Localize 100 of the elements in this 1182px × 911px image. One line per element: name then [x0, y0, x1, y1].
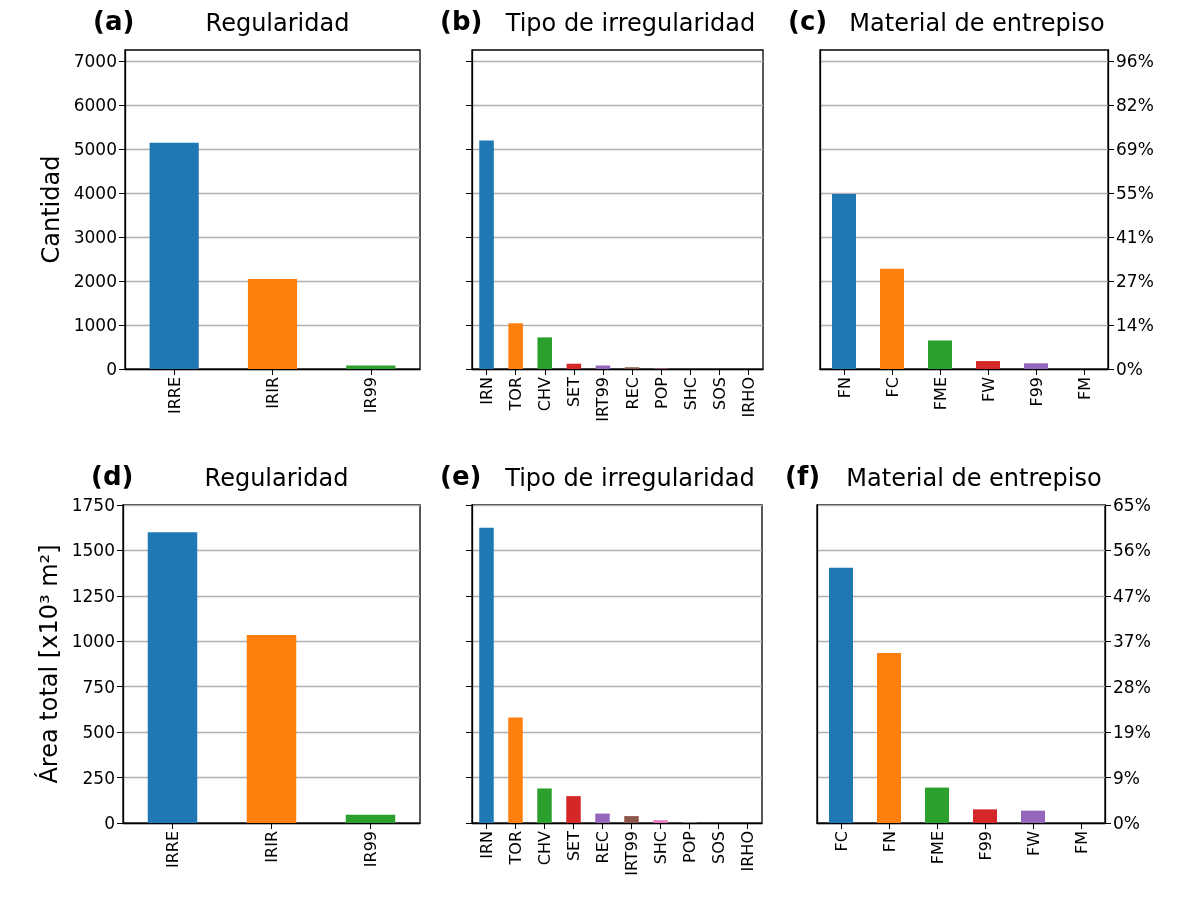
- x-tick-label: FM: [1071, 831, 1091, 855]
- y2-tick-label: 27%: [1116, 271, 1154, 292]
- y-tick-label: 2000: [73, 271, 117, 292]
- x-tick-label: F99: [975, 831, 995, 861]
- y-tick-label: 0: [104, 813, 115, 833]
- y2-tick-label: 0%: [1116, 359, 1143, 379]
- bar: [247, 278, 298, 369]
- x-tick-label: IRN: [477, 377, 497, 405]
- bar: [566, 796, 581, 823]
- bar: [973, 809, 997, 823]
- chart-title: Tipo de irregularidad: [504, 464, 755, 492]
- y-tick-label: 7000: [73, 51, 117, 72]
- x-tick-label: FW: [978, 376, 998, 403]
- bar: [149, 142, 199, 369]
- y-tick-label: 1000: [73, 315, 117, 336]
- y-tick-label: 0: [106, 359, 117, 379]
- bar: [832, 194, 856, 369]
- x-tick-label: POP: [651, 376, 671, 409]
- y2-tick-label: 56%: [1113, 540, 1151, 561]
- y2-tick-label: 41%: [1116, 227, 1154, 248]
- x-tick-label: REC: [622, 377, 642, 410]
- x-tick-label: IRT99: [593, 377, 613, 422]
- x-tick-label: IR99: [361, 831, 380, 868]
- bar: [537, 788, 552, 823]
- y2-tick-label: 47%: [1113, 585, 1151, 606]
- y2-tick-label: 14%: [1116, 315, 1154, 336]
- y-tick-label: 1000: [71, 631, 115, 652]
- y-tick-label: 1750: [71, 495, 115, 515]
- bar: [880, 268, 904, 369]
- bar: [566, 363, 582, 369]
- y-tick-label: 3000: [73, 227, 117, 248]
- bar: [595, 813, 610, 823]
- x-tick-label: IRHO: [738, 377, 758, 418]
- bar: [877, 653, 901, 823]
- text: (a): [93, 6, 135, 36]
- bar: [147, 532, 198, 823]
- chart-title: Tipo de irregularidad: [504, 9, 756, 37]
- x-tick-label: CHV: [535, 376, 555, 412]
- x-tick-label: FM: [1074, 377, 1094, 401]
- bar: [246, 634, 297, 823]
- bar: [479, 527, 494, 823]
- text: (d): [91, 461, 134, 491]
- y-tick-label: 750: [82, 676, 115, 697]
- bar: [1021, 810, 1045, 823]
- bar: [346, 365, 396, 369]
- x-tick-label: CHV: [535, 830, 554, 866]
- y2-tick-label: 0%: [1113, 813, 1140, 833]
- y-tick-label: 1250: [71, 585, 115, 606]
- x-tick-label: SHC: [651, 831, 670, 865]
- text: (b): [440, 6, 483, 36]
- x-tick-label: FME: [927, 831, 947, 865]
- x-tick-label: IRN: [477, 831, 496, 859]
- y-tick-label: 5000: [73, 139, 117, 160]
- y2-tick-label: 55%: [1116, 183, 1154, 204]
- x-tick-label: TOR: [506, 377, 526, 412]
- text: (e): [440, 461, 482, 491]
- bar: [653, 820, 668, 823]
- x-tick-label: F99: [1026, 377, 1046, 407]
- x-tick-label: FC: [831, 831, 851, 852]
- x-tick-label: IRIR: [263, 377, 282, 409]
- x-tick-label: SOS: [709, 831, 728, 864]
- y2-tick-label: 19%: [1113, 722, 1151, 743]
- x-tick-label: FME: [930, 377, 950, 411]
- x-tick-label: POP: [680, 830, 699, 863]
- x-tick-label: SET: [564, 830, 583, 862]
- y2-tick-label: 82%: [1116, 95, 1154, 116]
- y2-tick-label: 28%: [1113, 676, 1151, 697]
- y2-tick-label: 37%: [1113, 631, 1151, 652]
- chart-title: Regularidad: [205, 9, 350, 37]
- bar: [928, 340, 952, 369]
- x-tick-label: IRIR: [262, 831, 281, 863]
- chart-title: Material de entrepiso: [849, 9, 1105, 37]
- y-tick-label: 250: [82, 767, 115, 788]
- bar: [537, 337, 553, 369]
- x-tick-label: IRT99: [622, 831, 641, 876]
- x-tick-label: IR99: [361, 377, 381, 414]
- y2-tick-label: 9%: [1113, 767, 1140, 788]
- bar: [976, 361, 1000, 369]
- y-axis-title: Área total [x10³ m²]: [34, 544, 63, 784]
- x-tick-label: IRHO: [738, 831, 757, 872]
- bar: [829, 567, 853, 823]
- y-tick-label: 4000: [73, 183, 117, 204]
- bar: [508, 323, 523, 369]
- x-tick-label: FN: [879, 831, 899, 853]
- y-tick-label: 500: [82, 722, 115, 743]
- y-axis-title: Cantidad: [37, 155, 65, 264]
- y-tick-label: 1500: [71, 540, 115, 561]
- text: (c): [788, 6, 828, 36]
- y-tick-label: 6000: [73, 95, 117, 116]
- bar: [925, 787, 949, 823]
- x-tick-label: SET: [564, 376, 584, 408]
- bar: [595, 365, 611, 369]
- text: (f): [785, 461, 821, 491]
- x-tick-label: FW: [1023, 830, 1043, 857]
- y2-tick-label: 96%: [1116, 51, 1154, 72]
- x-tick-label: REC: [593, 831, 612, 864]
- x-tick-label: FC: [882, 377, 902, 398]
- x-tick-label: IRRE: [164, 377, 184, 415]
- bar: [479, 140, 494, 369]
- chart-title: Material de entrepiso: [846, 464, 1102, 492]
